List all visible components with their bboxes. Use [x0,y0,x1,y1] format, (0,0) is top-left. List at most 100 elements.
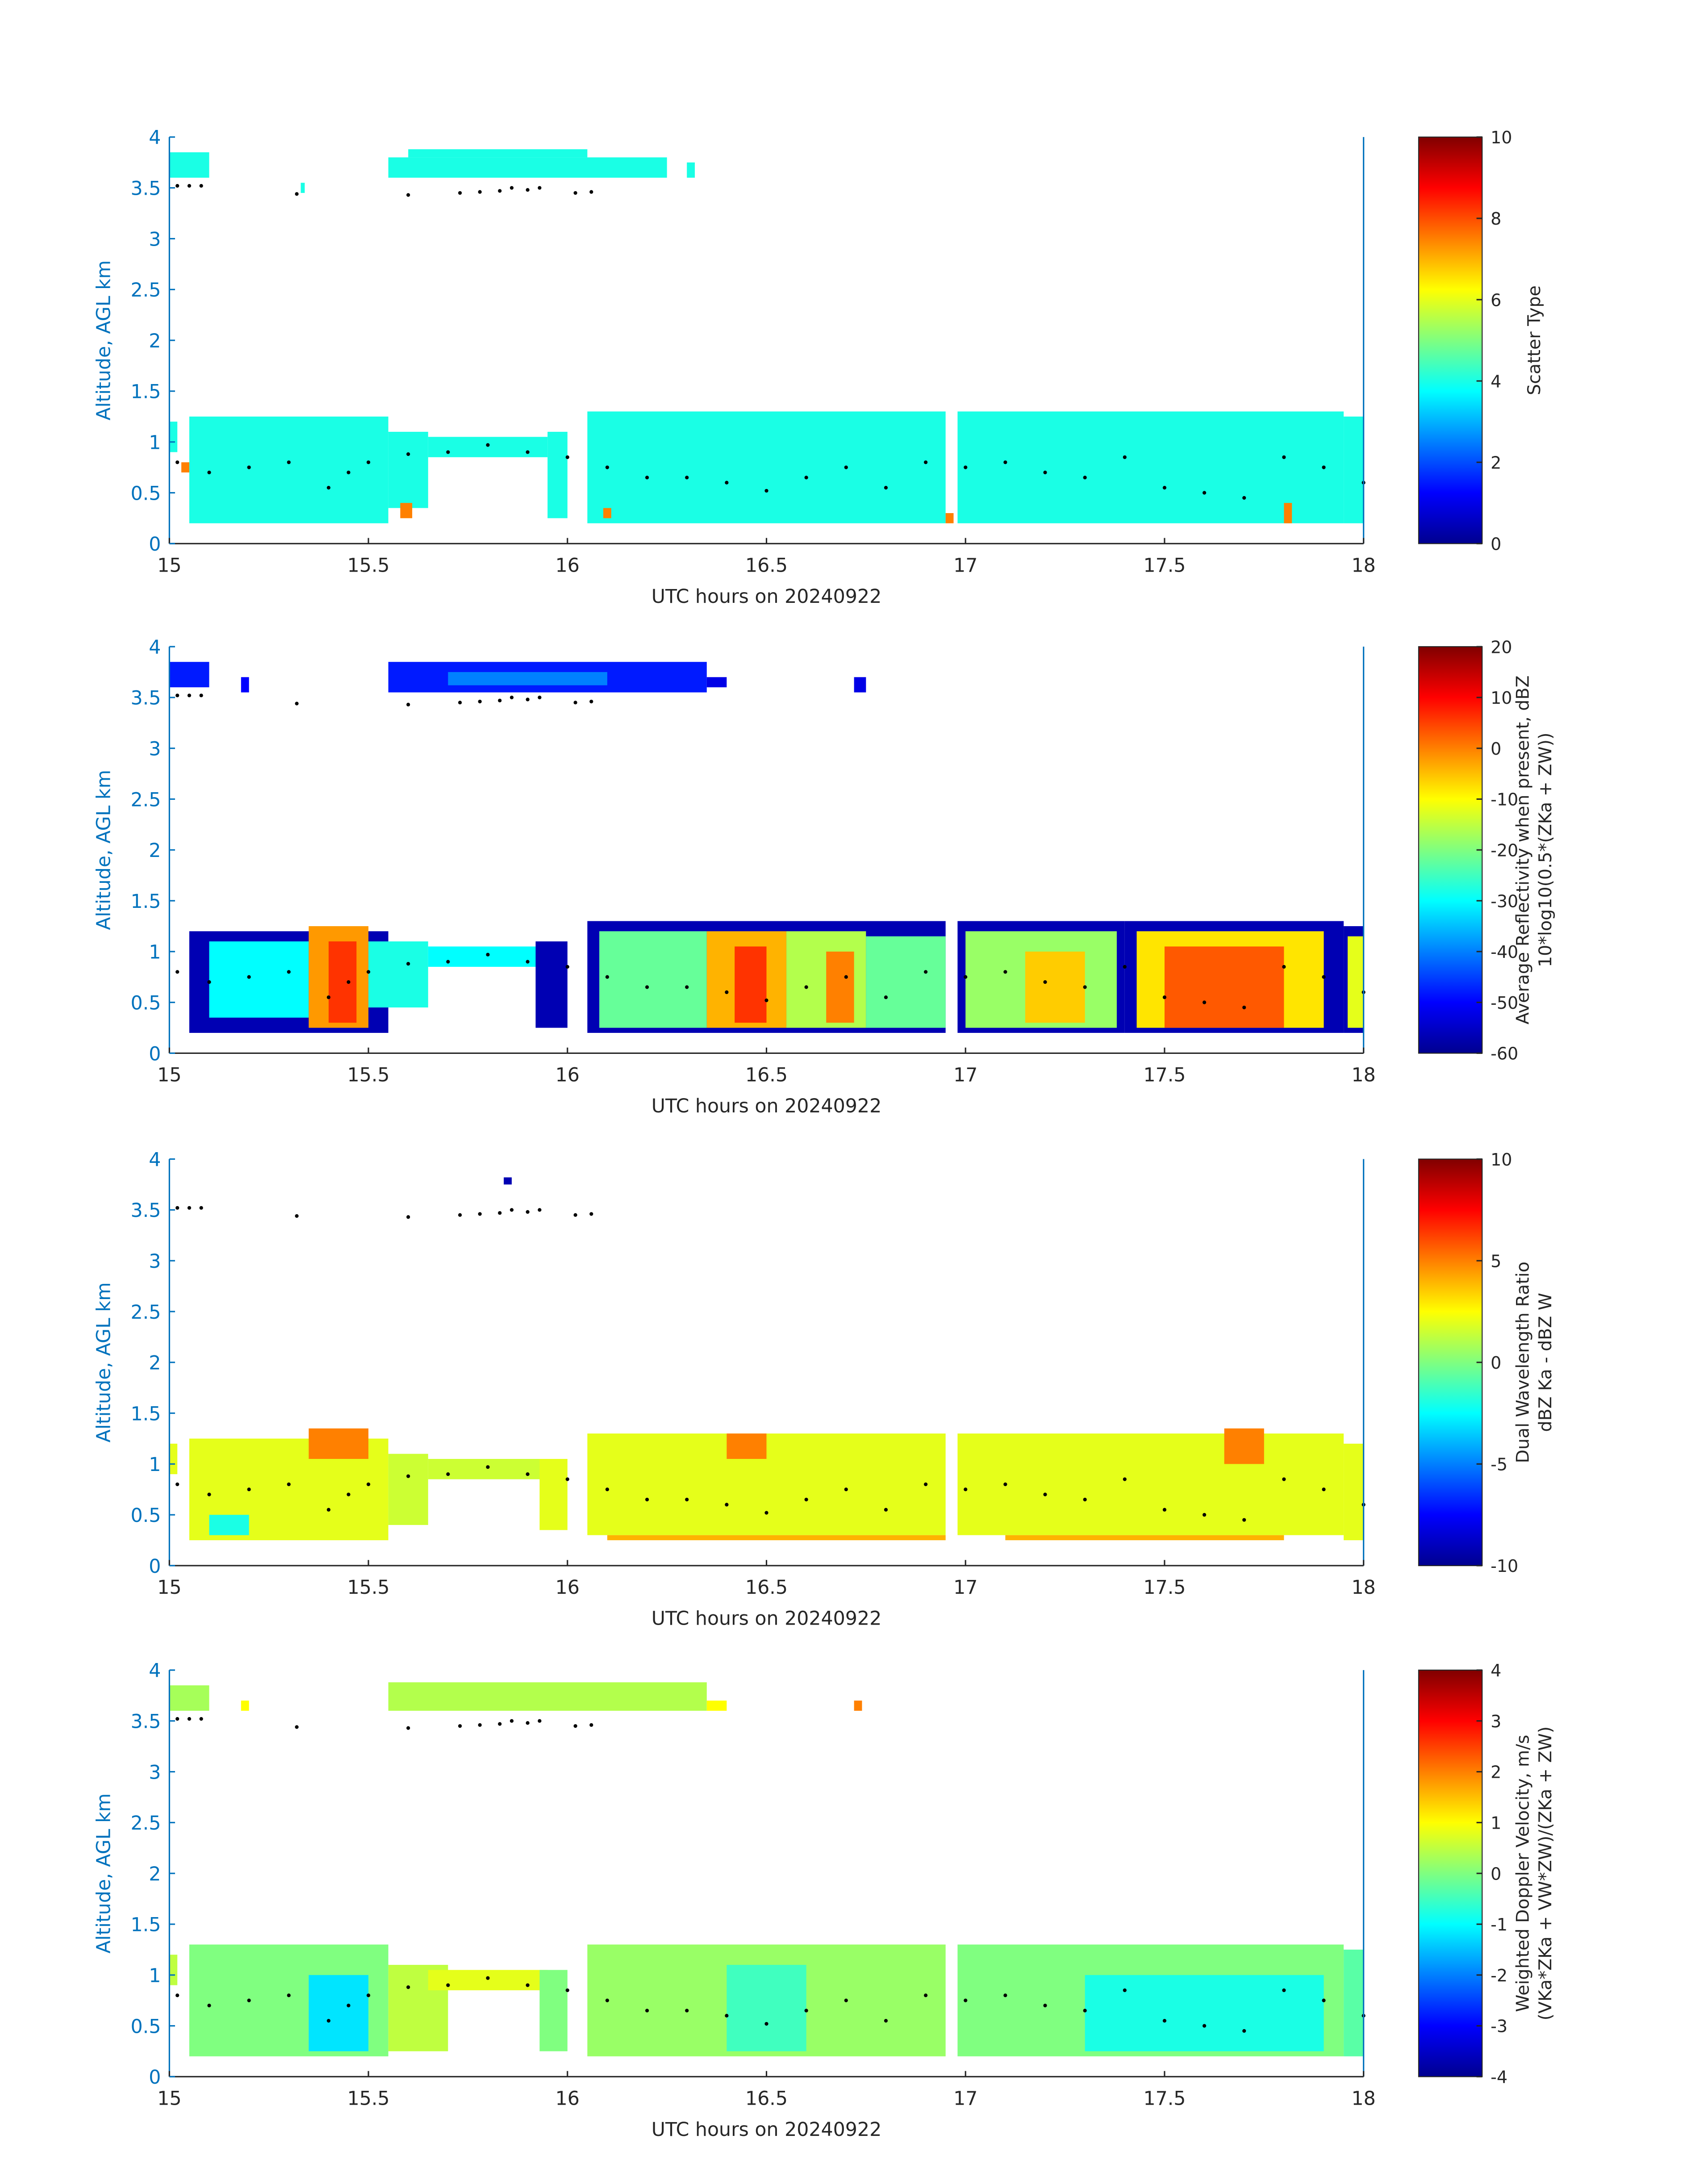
cloud-base-point [565,455,569,459]
cell [309,1975,369,2052]
y-tick-label: 4 [149,1149,161,1171]
x-tick-label: 15 [157,1064,181,1086]
cell [400,503,413,518]
cloud-base-point [1123,1477,1127,1481]
y-tick-label: 1.5 [131,890,161,913]
colorbar-tick-label: -60 [1491,1044,1518,1064]
cloud-base-point [725,481,729,485]
cell [1344,416,1364,523]
cloud-base-point [764,489,768,493]
cell [1005,1535,1284,1541]
colorbar-tick-label: 0 [1491,535,1501,554]
cloud-base-point [287,1993,291,1997]
cloud-base-point [964,1998,968,2002]
cloud-base-point [1003,970,1007,974]
cloud-base-point [187,694,192,698]
cell [428,437,548,457]
cloud-base-point [347,980,351,984]
y-tick-label: 0.5 [131,2015,161,2038]
cloud-base-point [1083,476,1087,480]
cloud-base-point [526,1721,530,1725]
cloud-base-point [478,1723,482,1727]
cloud-base-point [366,970,371,974]
y-tick-label: 2 [149,840,161,862]
y-tick-label: 3.5 [131,687,161,710]
cloud-base-point [589,699,593,704]
cloud-base-point [884,486,888,490]
x-tick-label: 17.5 [1143,1064,1186,1086]
cloud-base-point [1123,965,1127,969]
cloud-base-point [1322,465,1326,469]
cloud-base-point [1162,1508,1167,1512]
cloud-base-point [1282,965,1286,969]
cloud-base-point [685,1497,689,1502]
y-tick-label: 1 [149,1965,161,1987]
cloud-base-point [1043,470,1047,475]
cell [1164,946,1284,1028]
cell [428,1970,548,1990]
y-tick-label: 3.5 [131,1199,161,1222]
colorbar [1418,1669,1483,2077]
cloud-base-point [175,694,180,698]
cloud-base-point [1043,980,1047,984]
cloud-base-point [406,702,410,706]
cloud-base-point [605,1998,610,2002]
x-tick-label: 16 [555,2088,580,2110]
colorbar-tick-label: 4 [1491,1661,1501,1680]
cloud-base-point [175,184,180,188]
cloud-base-point [199,184,203,188]
colorbar-tick-label: 1 [1491,1813,1501,1833]
cell [448,672,607,685]
cloud-base-point [1242,496,1246,500]
cloud-base-point [1202,1000,1207,1004]
cloud-base-point [804,985,808,989]
colorbar-tick-label: -1 [1491,1915,1508,1935]
colorbar-tick-label: 0 [1491,739,1501,759]
cloud-base-point [1123,1988,1127,1992]
colorbar-tick-label: -50 [1491,993,1518,1013]
cloud-base-point [478,190,482,194]
cloud-base-point [923,460,928,464]
cloud-base-point [565,965,569,969]
colorbar-tick-label: 4 [1491,372,1501,391]
cell [241,677,249,693]
x-tick-label: 15 [157,2088,181,2110]
cloud-base-point [486,1465,490,1469]
y-tick-label: 0 [149,1043,161,1065]
cloud-base-point [526,1472,530,1476]
cloud-base-point [347,1492,351,1496]
colorbar-label: dBZ Ka - dBZ W [1535,1293,1556,1432]
y-tick-label: 3.5 [131,177,161,200]
y-axis-label: Altitude, AGL km [93,1282,115,1442]
cloud-base-point [406,452,410,456]
colorbar-tick-label: -10 [1491,1556,1518,1576]
cell [189,416,388,523]
cloud-base-point [565,1988,569,1992]
cell [1085,1975,1324,2052]
cell [945,513,954,523]
y-tick-label: 3 [149,738,161,760]
colorbar-label: Weighted Doppler Velocity, m/s [1513,1735,1533,2012]
cloud-base-point [1282,1477,1286,1481]
cloud-base-point [1242,1005,1246,1010]
cell [957,411,1344,523]
x-tick-label: 18 [1352,555,1376,577]
cell [428,1458,548,1479]
cloud-base-point [844,1998,848,2002]
cloud-base-point [446,450,450,454]
cloud-base-point [498,1722,502,1726]
colorbar-tick-label: 0 [1491,1864,1501,1884]
colorbar-tick-label: -5 [1491,1455,1508,1475]
cell [1284,503,1292,523]
cloud-base-point [1043,2003,1047,2008]
y-tick-label: 2.5 [131,1301,161,1324]
cloud-base-point [175,1717,180,1721]
cloud-base-point [605,975,610,979]
cell [388,1454,428,1525]
cloud-base-point [326,2019,331,2023]
x-tick-label: 16.5 [745,555,788,577]
x-tick-label: 15 [157,555,181,577]
y-tick-label: 0 [149,2066,161,2089]
cell [241,1701,249,1711]
x-tick-label: 16 [555,555,580,577]
